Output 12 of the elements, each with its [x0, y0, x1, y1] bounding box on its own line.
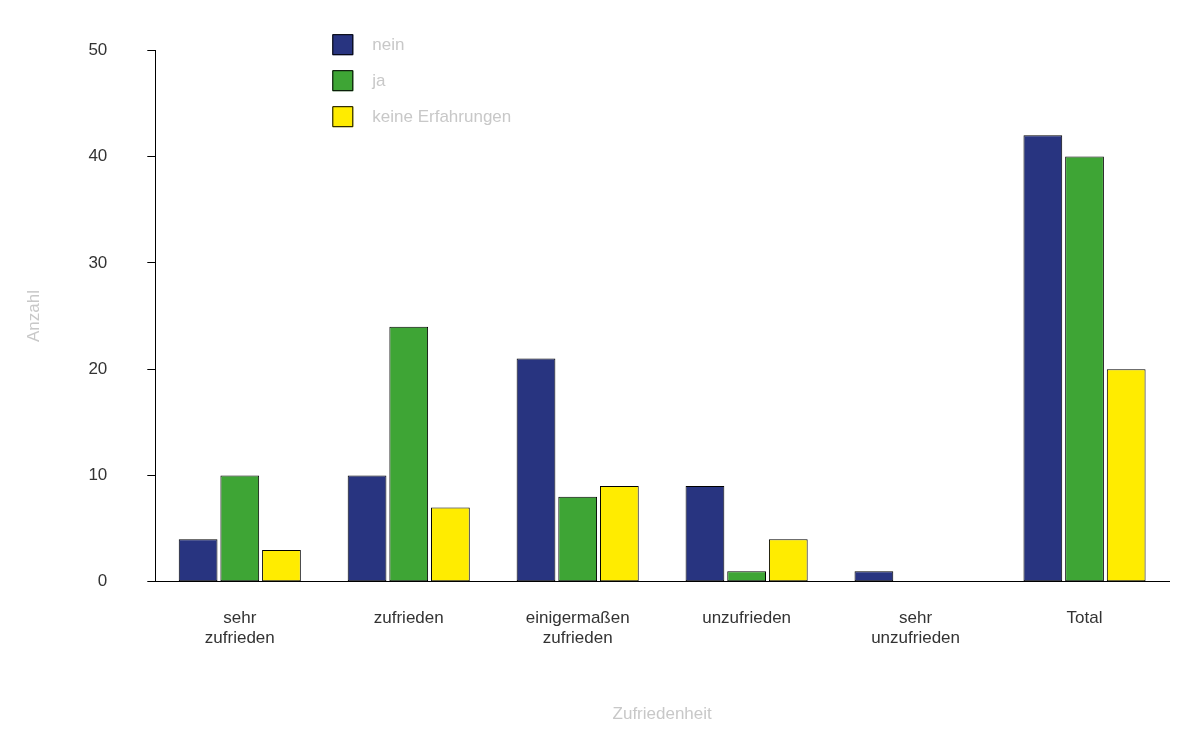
- y-tick-label: 20: [88, 358, 108, 378]
- y-tick-label: 10: [88, 465, 108, 485]
- x-tick-label: unzufrieden: [702, 607, 792, 627]
- y-tick-label: 50: [88, 39, 108, 59]
- x-tick-label: sehr zufrieden: [204, 607, 275, 648]
- x-tick-label: einigermaßen zufrieden: [525, 607, 630, 648]
- y-tick-label: 40: [88, 146, 108, 166]
- x-tick-label: zufrieden: [373, 607, 444, 627]
- x-tick-label: sehr unzufrieden: [871, 607, 960, 648]
- y-tick-label: 30: [88, 252, 108, 272]
- x-tick-label: Total: [1066, 607, 1103, 627]
- y-tick-label: 0: [97, 571, 108, 591]
